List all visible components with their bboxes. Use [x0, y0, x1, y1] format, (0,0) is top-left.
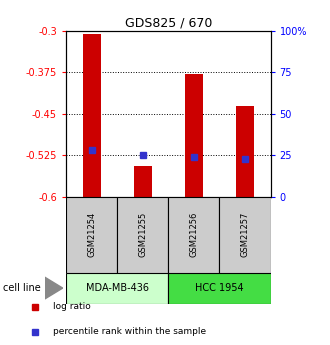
Bar	[219, 197, 271, 273]
Bar	[82, 34, 101, 197]
Text: GSM21256: GSM21256	[189, 212, 198, 257]
Text: GSM21254: GSM21254	[87, 212, 96, 257]
Text: cell line: cell line	[3, 283, 41, 293]
Bar	[134, 166, 152, 197]
Text: HCC 1954: HCC 1954	[195, 283, 244, 293]
Text: MDA-MB-436: MDA-MB-436	[86, 283, 148, 293]
Bar	[168, 273, 271, 304]
Bar	[66, 273, 168, 304]
Polygon shape	[45, 277, 63, 299]
Bar	[185, 74, 203, 197]
Text: GSM21257: GSM21257	[241, 212, 249, 257]
Title: GDS825 / 670: GDS825 / 670	[125, 17, 212, 30]
Bar	[117, 197, 168, 273]
Text: log ratio: log ratio	[53, 302, 91, 311]
Text: percentile rank within the sample: percentile rank within the sample	[53, 327, 206, 336]
Bar	[66, 197, 117, 273]
Text: GSM21255: GSM21255	[138, 212, 147, 257]
Bar	[168, 197, 219, 273]
Bar	[236, 106, 254, 197]
